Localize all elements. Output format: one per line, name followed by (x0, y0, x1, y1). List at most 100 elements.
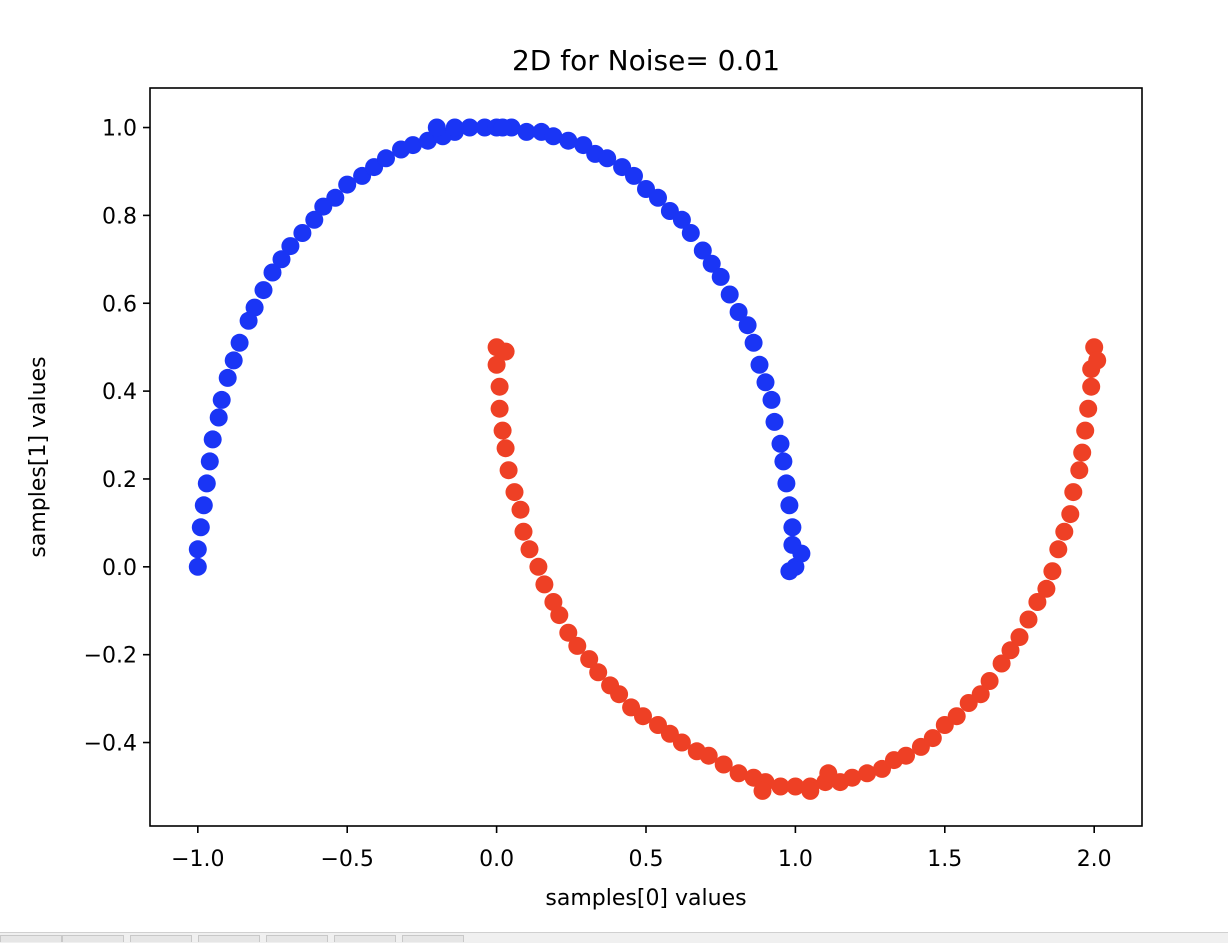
series-1-point-61 (771, 434, 790, 453)
series-2-point-3 (490, 377, 509, 396)
bottom-tab[interactable] (0, 935, 62, 942)
data-points (188, 118, 1107, 800)
series-1-point-60 (765, 412, 784, 431)
series-2-point-18 (580, 650, 599, 669)
series-1-point-49 (681, 224, 700, 242)
bottom-tab[interactable] (266, 935, 328, 942)
y-tick-label: 0.2 (102, 468, 137, 493)
y-tick-label: 0.0 (102, 556, 137, 581)
series-2-point-23 (634, 707, 652, 726)
series-2-point-61 (1070, 461, 1089, 480)
series-1-point-63 (777, 474, 796, 493)
series-2-point-10 (514, 522, 533, 541)
series-1-point-23 (338, 175, 357, 194)
series-1-point-8 (209, 408, 228, 427)
series-1-point-39 (559, 131, 578, 150)
y-tick-label: 0.8 (102, 204, 137, 229)
series-1-point-3 (191, 518, 210, 537)
series-1-point-51 (702, 254, 721, 273)
y-tick-label: 0.6 (102, 292, 137, 317)
bottom-tab[interactable] (198, 935, 260, 942)
series-1-point-44 (625, 166, 643, 185)
series-2-point-48 (971, 685, 990, 704)
series-2-point-4 (490, 399, 509, 418)
series-2-point-57 (1049, 540, 1068, 559)
series-2-point-52 (1010, 628, 1029, 647)
series-1-point-57 (750, 355, 769, 374)
y-tick-label: −0.4 (84, 732, 137, 757)
series-2-point-8 (505, 483, 524, 502)
y-tick-label: 1.0 (102, 117, 137, 142)
series-1-point-53 (720, 285, 739, 304)
x-tick-label: 2.0 (1077, 847, 1112, 872)
series-1-point-69 (445, 118, 464, 137)
series-1-point-32 (460, 118, 479, 137)
x-tick-label: 1.0 (778, 847, 813, 872)
series-2-point-71 (801, 781, 820, 800)
series-1-point-22 (326, 188, 345, 207)
series-2-point-68 (496, 342, 515, 361)
series-2-point-17 (568, 636, 587, 655)
series-1-point-50 (693, 241, 712, 260)
series-1-point-7 (203, 430, 222, 449)
series-2-point-65 (1082, 377, 1101, 396)
x-tick-label: 0.0 (479, 847, 514, 872)
bottom-tab[interactable] (334, 935, 396, 942)
series-1-point-68 (427, 118, 446, 137)
x-tick-label: −1.0 (171, 847, 224, 872)
series-1-point-20 (305, 210, 324, 229)
series-1-point-46 (649, 188, 667, 207)
series-1-point-38 (544, 127, 563, 146)
series-2-point-42 (897, 746, 915, 765)
series-1-point-54 (729, 303, 748, 321)
series-2-point-7 (499, 461, 518, 480)
series-1-point-5 (197, 474, 216, 493)
series-1-point-56 (744, 333, 763, 352)
bottom-tab[interactable] (130, 935, 192, 942)
series-1-point-12 (230, 333, 249, 352)
series-1-point-59 (762, 390, 781, 409)
series-2-point-29 (714, 755, 733, 774)
x-axis-label: samples[0] values (545, 886, 746, 911)
series-1-point-14 (245, 298, 264, 317)
y-tick-label: −0.2 (84, 644, 137, 669)
series-2-point-39 (858, 764, 877, 783)
x-tick-label: 0.5 (629, 847, 664, 872)
series-2-point-12 (529, 557, 548, 576)
series-2-point-51 (1001, 641, 1020, 660)
series-2-point-13 (535, 575, 554, 594)
series-2-point-49 (980, 672, 999, 690)
series-2-point-38 (843, 768, 862, 787)
series-1-point-48 (672, 210, 691, 229)
series-2-point-6 (496, 439, 515, 458)
series-1-point-1 (188, 557, 207, 576)
series-2-point-19 (589, 663, 608, 682)
bottom-tab[interactable] (402, 935, 464, 942)
series-1-point-36 (517, 122, 536, 141)
series-2-point-63 (1076, 421, 1095, 440)
series-2-point-56 (1043, 562, 1062, 581)
series-2-point-2 (487, 355, 506, 374)
series-1-point-72 (780, 562, 799, 581)
series-1-point-19 (293, 224, 312, 242)
series-2-point-72 (819, 764, 838, 783)
series-2-point-26 (672, 733, 691, 752)
series-1-point-62 (774, 452, 793, 471)
series-2-point-44 (923, 729, 942, 748)
series-1-point-15 (254, 281, 273, 300)
series-1-point-42 (598, 149, 617, 168)
series-2-point-9 (511, 500, 530, 519)
y-tick-label: 0.4 (102, 380, 137, 405)
series-2-point-11 (520, 540, 539, 559)
series-2-point-46 (947, 707, 966, 726)
series-2-point-33 (771, 777, 790, 796)
series-2-point-28 (699, 746, 718, 765)
series-2-point-21 (610, 685, 629, 704)
chart-title: 2D for Noise= 0.01 (512, 44, 780, 77)
series-1-point-71 (792, 544, 811, 563)
series-2-point-5 (493, 421, 512, 440)
bottom-tab[interactable] (62, 935, 124, 942)
x-tick-label: −0.5 (320, 847, 373, 872)
x-axis: −1.0 −0.5 0.0 0.5 1.0 1.5 2.0 (171, 826, 1112, 872)
